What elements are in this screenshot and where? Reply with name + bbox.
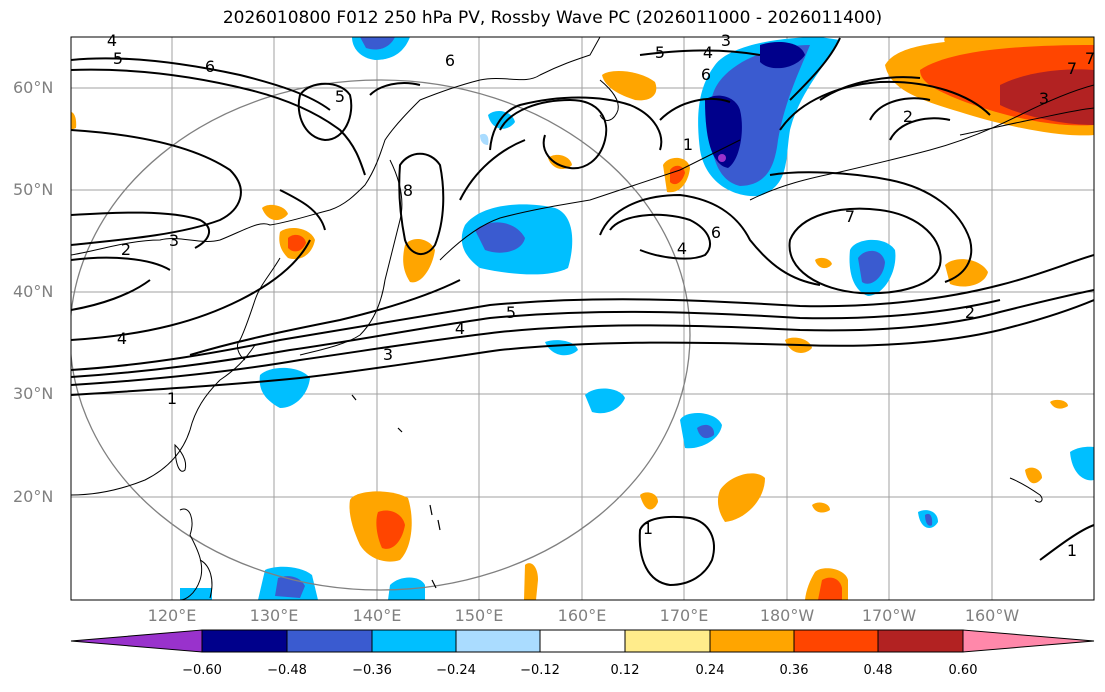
colorbar-tick-label: −0.36 <box>352 663 392 678</box>
colorbar-segment <box>70 629 203 653</box>
colorbar-tick-label: −0.48 <box>267 663 307 678</box>
contour-label: 3 <box>1039 89 1049 108</box>
contour-label: 1 <box>1067 541 1077 560</box>
contour-label: 3 <box>383 345 393 364</box>
contour-label: 6 <box>205 57 215 76</box>
colorbar-segment <box>962 629 1095 653</box>
lon-label: 120°E <box>147 606 197 625</box>
contour-label: 5 <box>655 43 665 62</box>
lat-label: 40°N <box>13 282 54 301</box>
contour-label: 4 <box>677 239 687 258</box>
pv-anomaly-shading <box>71 37 1094 600</box>
colorbar-segment <box>455 629 541 653</box>
colorbar-segment <box>286 629 373 653</box>
contour-label: 4 <box>117 329 127 348</box>
colorbar-tick-label: −0.60 <box>182 663 222 678</box>
contour-label: 7 <box>1067 59 1077 78</box>
contour-label: 3 <box>169 231 179 250</box>
colorbar-tick-label: 0.12 <box>610 663 640 678</box>
lon-label: 140°E <box>352 606 402 625</box>
colorbar-tick-label: −0.12 <box>520 663 560 678</box>
colorbar-tick-label: 0.24 <box>695 663 725 678</box>
contour-label: 3 <box>721 31 731 50</box>
lon-label: 150°E <box>454 606 504 625</box>
contour-label: 8 <box>403 181 413 200</box>
lat-label: 60°N <box>13 78 54 97</box>
map-title: 2026010800 F012 250 hPa PV, Rossby Wave … <box>222 8 883 28</box>
contour-label: 2 <box>965 303 975 322</box>
colorbar-segment <box>201 629 288 653</box>
contour-label: 1 <box>643 519 653 538</box>
contour-label: 1 <box>683 135 693 154</box>
contour-label: 4 <box>107 31 117 50</box>
contour-label: 4 <box>703 43 713 62</box>
colorbar-tick-label: 0.36 <box>779 663 809 678</box>
colorbar-segment <box>371 629 457 653</box>
contour-label: 1 <box>167 389 177 408</box>
lon-label: 130°E <box>249 606 299 625</box>
radius-circle <box>71 79 691 591</box>
contour-label: 5 <box>335 87 345 106</box>
contour-label: 2 <box>121 240 131 259</box>
contour-label: 7 <box>1085 49 1095 68</box>
contour-label: 6 <box>711 223 721 242</box>
contour-label: 2 <box>903 107 913 126</box>
pv-contours <box>71 37 1094 587</box>
lat-label: 20°N <box>13 487 54 506</box>
contour-label: 6 <box>701 65 711 84</box>
gridlines <box>71 37 1094 600</box>
colorbar-segment <box>793 629 879 653</box>
colorbar-segment <box>709 629 795 653</box>
lon-label: 170°W <box>861 606 917 625</box>
lon-label: 180°W <box>759 606 815 625</box>
lat-label: 30°N <box>13 384 54 403</box>
colorbar-segment <box>624 629 711 653</box>
contour-label: 5 <box>113 49 123 68</box>
contour-label: 4 <box>455 319 465 338</box>
lon-label: 160°E <box>557 606 607 625</box>
lat-label: 50°N <box>13 180 54 199</box>
contour-label: 7 <box>845 207 855 226</box>
colorbar-tick-label: 0.60 <box>948 663 978 678</box>
contour-label: 5 <box>506 303 516 322</box>
contour-label: 6 <box>445 51 455 70</box>
coastlines <box>71 37 1094 600</box>
colorbar-segment <box>539 629 626 653</box>
colorbar-tick-label: 0.48 <box>863 663 893 678</box>
colorbar-tick-label: −0.24 <box>436 663 476 678</box>
colorbar-segment <box>877 629 964 653</box>
lon-label: 170°E <box>659 606 709 625</box>
colorbar <box>70 629 1095 653</box>
lon-label: 160°W <box>964 606 1020 625</box>
